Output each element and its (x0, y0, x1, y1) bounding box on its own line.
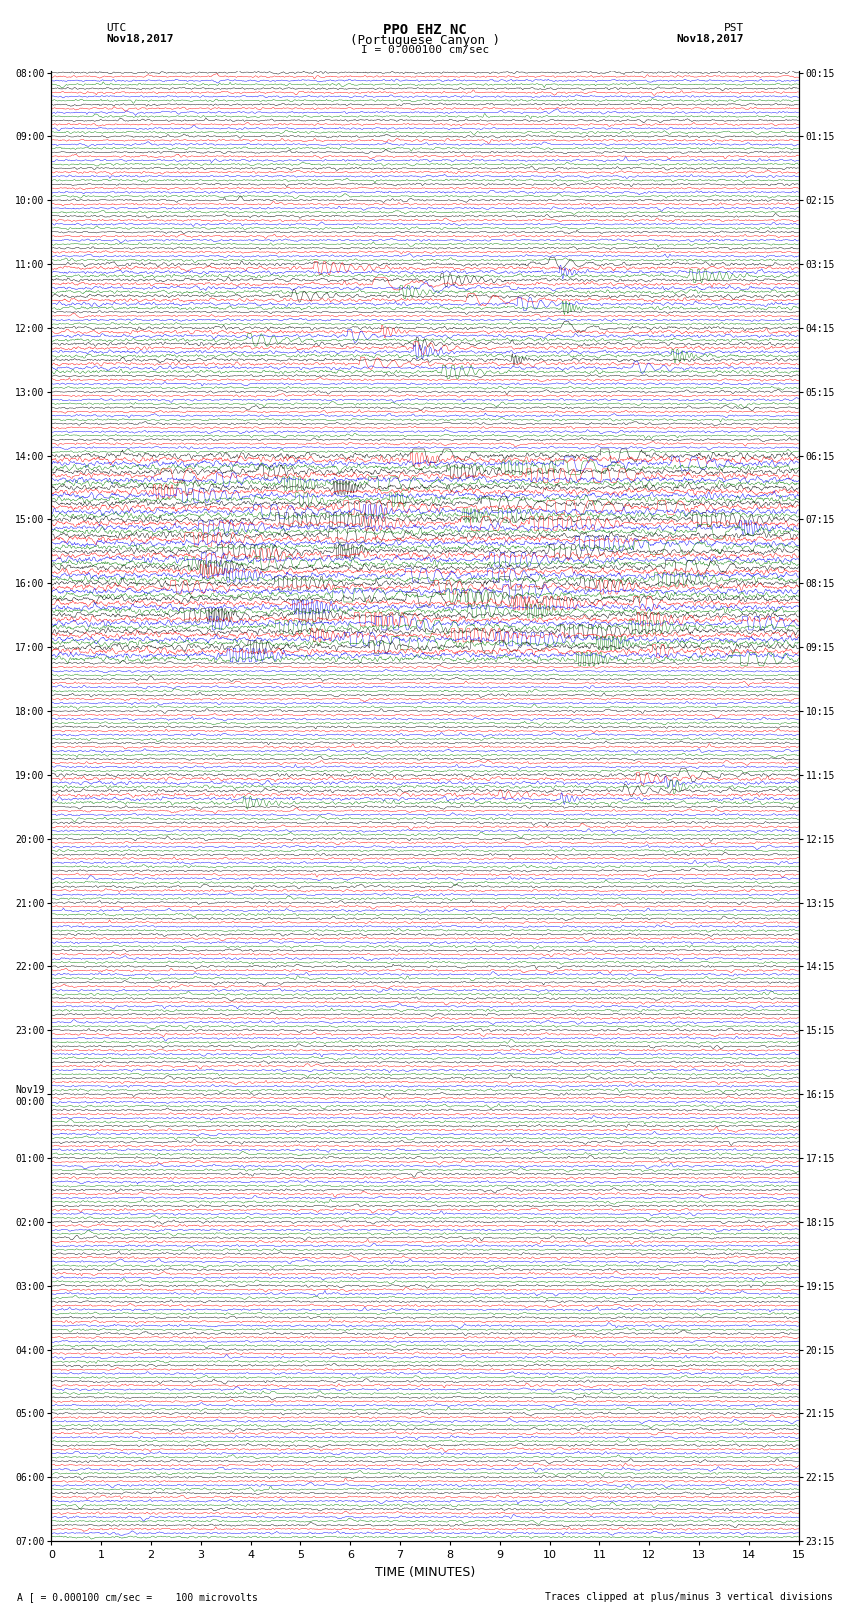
X-axis label: TIME (MINUTES): TIME (MINUTES) (375, 1566, 475, 1579)
Text: Traces clipped at plus/minus 3 vertical divisions: Traces clipped at plus/minus 3 vertical … (545, 1592, 833, 1602)
Text: Nov18,2017: Nov18,2017 (106, 34, 173, 44)
Text: A [ = 0.000100 cm/sec =    100 microvolts: A [ = 0.000100 cm/sec = 100 microvolts (17, 1592, 258, 1602)
Text: PST: PST (723, 23, 744, 32)
Text: I = 0.000100 cm/sec: I = 0.000100 cm/sec (361, 45, 489, 55)
Text: PPO EHZ NC: PPO EHZ NC (383, 23, 467, 37)
Text: Nov18,2017: Nov18,2017 (677, 34, 744, 44)
Text: (Portuguese Canyon ): (Portuguese Canyon ) (350, 34, 500, 47)
Text: UTC: UTC (106, 23, 127, 32)
